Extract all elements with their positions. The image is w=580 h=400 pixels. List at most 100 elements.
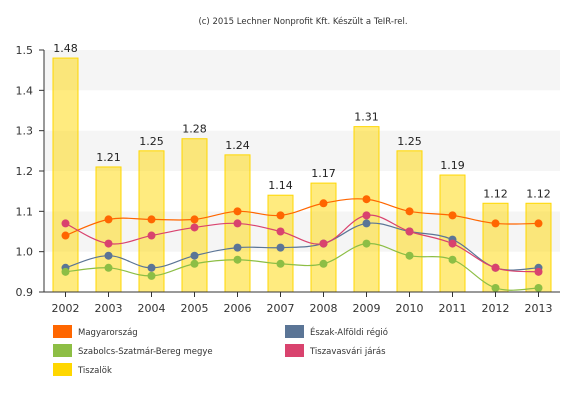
legend: Magyarország Észak-Alföldi régió Szabolcs-… (53, 325, 388, 376)
series-2 (61, 239, 543, 292)
legend-swatch (53, 325, 72, 338)
series-1-point-2004 (147, 263, 156, 272)
legend-item-1: Észak-Alföldi régió (285, 325, 388, 338)
series-2-point-2010 (405, 251, 414, 260)
legend-swatch (285, 325, 304, 338)
legend-item-3: Tiszavasvári járás (285, 344, 386, 357)
series-3-point-2007 (276, 227, 285, 236)
x-tick-label: 2006 (224, 302, 252, 315)
series-0-point-2012 (491, 219, 500, 228)
y-tick-label: 1.4 (16, 84, 34, 97)
series-0-point-2003 (104, 215, 113, 224)
bar-label-2010: 1.25 (397, 135, 422, 148)
series-3-point-2002 (61, 219, 70, 228)
series-2-point-2006 (233, 255, 242, 264)
series-0-point-2007 (276, 211, 285, 220)
series-0-point-2005 (190, 215, 199, 224)
legend-label: Észak-Alföldi régió (310, 326, 388, 338)
grid-band (44, 171, 560, 212)
series-2-point-2012 (491, 283, 500, 292)
series-0-point-2010 (405, 207, 414, 216)
series-1-point-2009 (362, 219, 371, 228)
grid-bands (44, 50, 560, 292)
series-2-point-2013 (534, 283, 543, 292)
x-tick-label: 2002 (52, 302, 80, 315)
series-3-point-2003 (104, 239, 113, 248)
line-series (61, 195, 543, 292)
bar-2007 (267, 194, 294, 293)
x-tick-label: 2010 (396, 302, 424, 315)
series-0-point-2004 (147, 215, 156, 224)
x-tick-label: 2008 (310, 302, 338, 315)
series-3-point-2008 (319, 239, 328, 248)
series-3 (61, 211, 543, 276)
series-2-point-2011 (448, 255, 457, 264)
series-3-point-2005 (190, 223, 199, 232)
series-3-point-2004 (147, 231, 156, 240)
bar-2009 (353, 126, 380, 293)
bar-label-2009: 1.31 (354, 111, 379, 124)
bar-label-2002: 1.48 (53, 42, 78, 55)
legend-item-2: Szabolcs-Szatmár-Bereg megye (53, 344, 213, 357)
legend-swatch (285, 344, 304, 357)
bar-2003 (95, 166, 122, 293)
series-2-point-2009 (362, 239, 371, 248)
bar-label-2003: 1.21 (96, 151, 121, 164)
bar-label-2007: 1.14 (268, 179, 293, 192)
series-2-point-2002 (61, 267, 70, 276)
grid-band (44, 130, 560, 171)
series-2-point-2004 (147, 271, 156, 280)
bar-2013 (525, 202, 552, 293)
series-0-point-2009 (362, 195, 371, 204)
series-3-point-2010 (405, 227, 414, 236)
series-2-point-2007 (276, 259, 285, 268)
legend-item-4: Tiszalök (53, 363, 112, 376)
bar-2010 (396, 150, 423, 293)
series-3-point-2009 (362, 211, 371, 220)
bar-2005 (181, 138, 208, 293)
legend-swatch (53, 363, 72, 376)
series-0-point-2011 (448, 211, 457, 220)
series-3-point-2011 (448, 239, 457, 248)
x-tick-label: 2003 (95, 302, 123, 315)
bar-2011 (439, 174, 466, 293)
grid-band (44, 50, 560, 91)
bar-series (52, 57, 552, 293)
bar-label-2005: 1.28 (182, 123, 207, 136)
x-tick-label: 2012 (482, 302, 510, 315)
series-2-point-2003 (104, 263, 113, 272)
axes: 0.9 1.0 1.1 1.2 1.3 1.4 1.5 2002 2003 2004 2005 200… (16, 44, 560, 315)
credit-text: (c) 2015 Lechner Nonprofit Kft. Készült … (198, 16, 407, 27)
bar-label-2008: 1.17 (311, 167, 336, 180)
series-1-point-2006 (233, 243, 242, 252)
series-1-point-2005 (190, 251, 199, 260)
y-tick-label: 1.2 (16, 165, 34, 178)
series-0-point-2002 (61, 231, 70, 240)
x-tick-label: 2005 (181, 302, 209, 315)
bar-data-labels: 1.48 1.21 1.25 1.28 1.24 1.14 1.17 1.31 1.25 1.19… (53, 42, 551, 200)
legend-label: Tiszavasvári járás (309, 347, 386, 357)
y-tick-label: 1.0 (16, 246, 34, 259)
series-1-point-2003 (104, 251, 113, 260)
bar-label-2011: 1.19 (440, 159, 465, 172)
x-tick-label: 2013 (525, 302, 553, 315)
series-3-point-2012 (491, 263, 500, 272)
series-0-point-2013 (534, 219, 543, 228)
x-tick-label: 2011 (439, 302, 467, 315)
legend-swatch (53, 344, 72, 357)
bar-label-2013: 1.12 (526, 187, 551, 200)
grid-band (44, 90, 560, 131)
series-1-point-2007 (276, 243, 285, 252)
y-tick-label: 1.5 (16, 44, 34, 57)
series-3-point-2006 (233, 219, 242, 228)
legend-item-0: Magyarország (53, 325, 138, 338)
bar-2012 (482, 202, 509, 293)
y-tick-label: 1.1 (16, 205, 34, 218)
x-tick-label: 2007 (267, 302, 295, 315)
y-tick-label: 0.9 (16, 286, 34, 299)
series-2-point-2008 (319, 259, 328, 268)
y-tick-label: 1.3 (16, 125, 34, 138)
series-0 (61, 195, 543, 240)
series-0-point-2006 (233, 207, 242, 216)
